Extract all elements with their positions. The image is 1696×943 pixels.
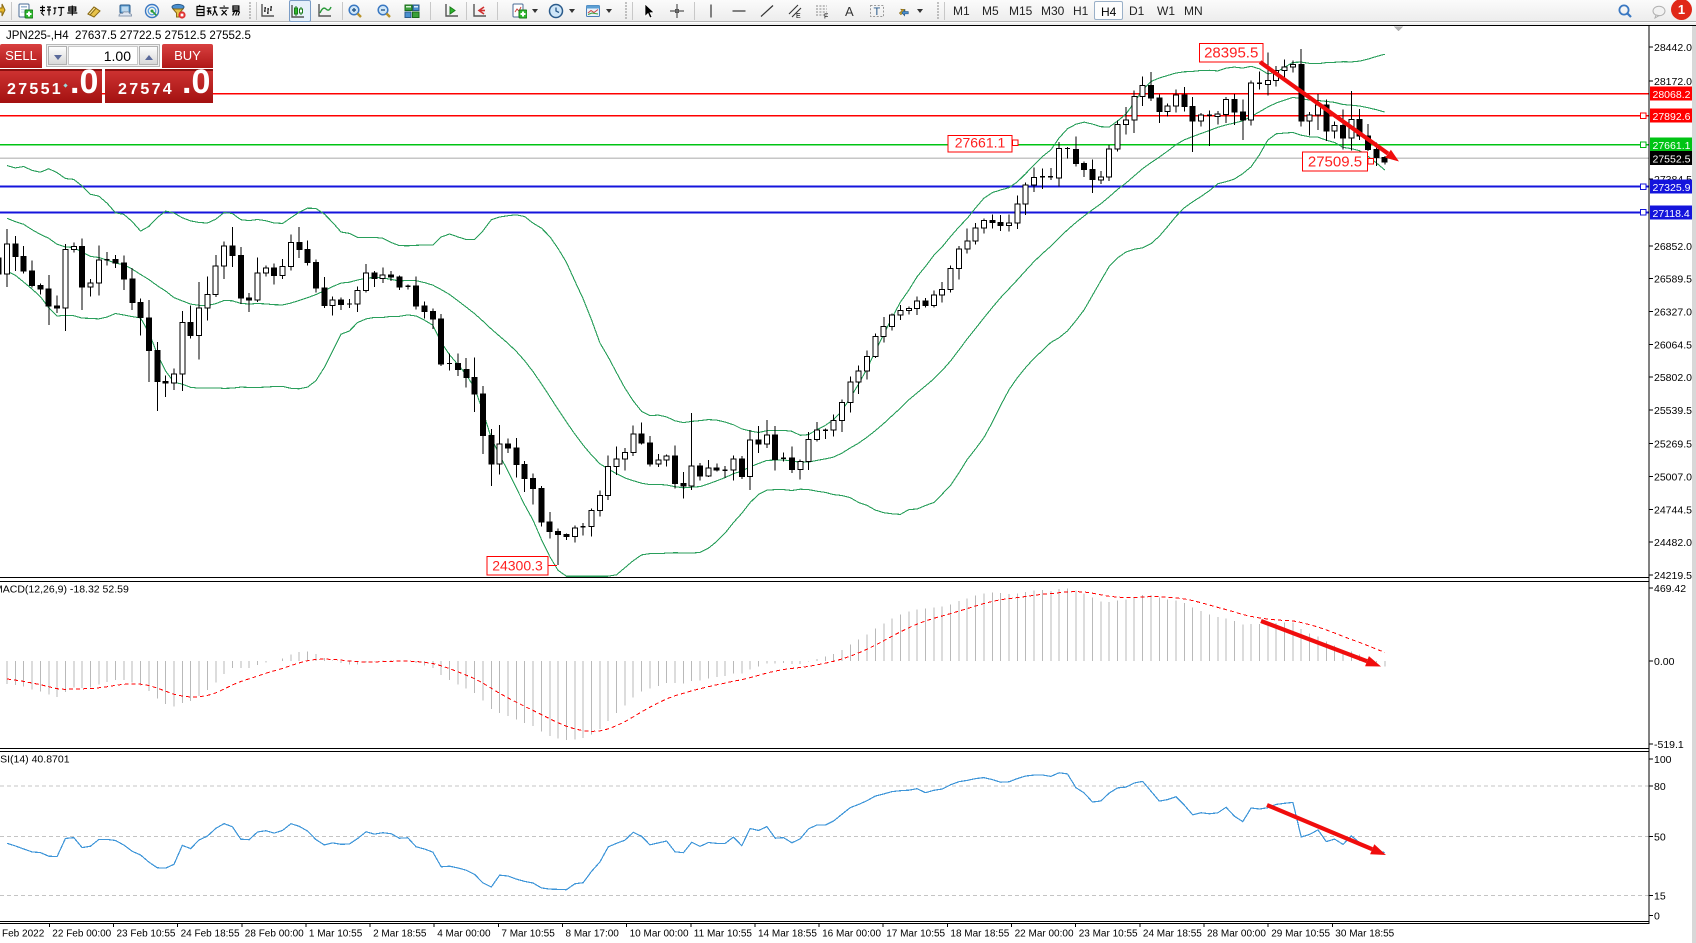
svg-text:24219.5: 24219.5 bbox=[1654, 570, 1692, 582]
svg-text:24300.3: 24300.3 bbox=[492, 558, 543, 574]
svg-text:16 Mar 00:00: 16 Mar 00:00 bbox=[822, 929, 881, 940]
svg-text:27325.9: 27325.9 bbox=[1653, 182, 1691, 194]
svg-text:F: F bbox=[824, 14, 828, 20]
svg-text:28442.0: 28442.0 bbox=[1654, 42, 1692, 54]
svg-text:80: 80 bbox=[1654, 781, 1666, 793]
svg-text:23 Mar 10:55: 23 Mar 10:55 bbox=[1079, 929, 1138, 940]
svg-text:26327.0: 26327.0 bbox=[1654, 307, 1692, 319]
svg-text:15: 15 bbox=[1654, 891, 1666, 903]
svg-text:24744.5: 24744.5 bbox=[1654, 504, 1692, 516]
svg-text:22 Mar 00:00: 22 Mar 00:00 bbox=[1015, 929, 1074, 940]
svg-text:25007.0: 25007.0 bbox=[1654, 472, 1692, 484]
svg-text:17 Mar 10:55: 17 Mar 10:55 bbox=[886, 929, 945, 940]
svg-text:28068.2: 28068.2 bbox=[1653, 89, 1691, 101]
svg-text:7 Mar 10:55: 7 Mar 10:55 bbox=[501, 929, 555, 940]
svg-text:25802.0: 25802.0 bbox=[1654, 372, 1692, 384]
svg-text:8 Mar 17:00: 8 Mar 17:00 bbox=[566, 929, 620, 940]
svg-text:4 Mar 00:00: 4 Mar 00:00 bbox=[437, 929, 491, 940]
svg-text:28 Feb 00:00: 28 Feb 00:00 bbox=[245, 929, 304, 940]
svg-text:24 Mar 18:55: 24 Mar 18:55 bbox=[1143, 929, 1202, 940]
svg-text:24 Feb 18:55: 24 Feb 18:55 bbox=[181, 929, 240, 940]
svg-text:27661.1: 27661.1 bbox=[955, 135, 1006, 151]
svg-text:0.00: 0.00 bbox=[1654, 656, 1675, 668]
svg-text:29 Mar 10:55: 29 Mar 10:55 bbox=[1271, 929, 1330, 940]
svg-text:24482.0: 24482.0 bbox=[1654, 537, 1692, 549]
svg-text:25269.5: 25269.5 bbox=[1654, 439, 1692, 451]
svg-text:25539.5: 25539.5 bbox=[1654, 405, 1692, 417]
svg-text:469.42: 469.42 bbox=[1654, 583, 1686, 595]
svg-text:0: 0 bbox=[1654, 911, 1660, 923]
svg-text:27892.6: 27892.6 bbox=[1653, 111, 1691, 123]
svg-text:14 Mar 18:55: 14 Mar 18:55 bbox=[758, 929, 817, 940]
svg-text:100: 100 bbox=[1654, 754, 1672, 766]
svg-text:18 Mar 18:55: 18 Mar 18:55 bbox=[950, 929, 1009, 940]
svg-text:11 Mar 10:55: 11 Mar 10:55 bbox=[694, 929, 753, 940]
svg-text:27509.5: 27509.5 bbox=[1308, 154, 1362, 171]
svg-text:T: T bbox=[874, 6, 881, 18]
svg-text:50: 50 bbox=[1654, 832, 1666, 844]
svg-text:27661.1: 27661.1 bbox=[1653, 140, 1691, 152]
svg-text:RSI(14) 40.8701: RSI(14) 40.8701 bbox=[0, 754, 70, 766]
svg-text:28172.0: 28172.0 bbox=[1654, 76, 1692, 88]
svg-text:28 Mar 00:00: 28 Mar 00:00 bbox=[1207, 929, 1266, 940]
svg-text:22 Feb 00:00: 22 Feb 00:00 bbox=[52, 929, 111, 940]
svg-text:28395.5: 28395.5 bbox=[1204, 45, 1258, 62]
svg-text:1 Mar 10:55: 1 Mar 10:55 bbox=[309, 929, 363, 940]
svg-text:26852.0: 26852.0 bbox=[1654, 241, 1692, 253]
svg-text:A: A bbox=[845, 4, 854, 19]
svg-text:Feb 2022: Feb 2022 bbox=[2, 929, 45, 940]
svg-text:27552.5: 27552.5 bbox=[1653, 154, 1691, 166]
svg-text:JPN225-,H4 27637.5 27722.5 27: JPN225-,H4 27637.5 27722.5 27512.5 27552… bbox=[6, 30, 251, 42]
svg-text:-519.1: -519.1 bbox=[1654, 739, 1684, 751]
svg-text:30 Mar 18:55: 30 Mar 18:55 bbox=[1335, 929, 1394, 940]
svg-text:26064.5: 26064.5 bbox=[1654, 339, 1692, 351]
svg-text:26589.5: 26589.5 bbox=[1654, 274, 1692, 286]
svg-text:27118.4: 27118.4 bbox=[1653, 208, 1690, 220]
svg-text:MACD(12,26,9) -18.32 52.59: MACD(12,26,9) -18.32 52.59 bbox=[0, 584, 129, 596]
svg-text:23 Feb 10:55: 23 Feb 10:55 bbox=[117, 929, 176, 940]
svg-text:10 Mar 00:00: 10 Mar 00:00 bbox=[630, 929, 689, 940]
svg-text:2 Mar 18:55: 2 Mar 18:55 bbox=[373, 929, 427, 940]
svg-text:E: E bbox=[796, 13, 801, 19]
